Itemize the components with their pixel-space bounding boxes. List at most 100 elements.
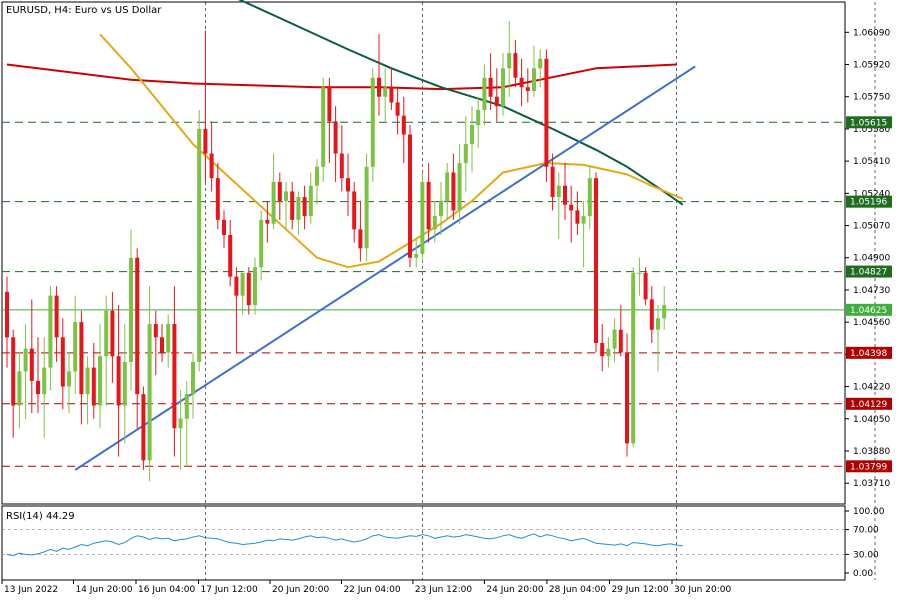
candle-body-6	[42, 367, 47, 395]
candle-body-25	[160, 337, 164, 353]
level-badge-label-0: 1.05615	[850, 118, 887, 128]
level-badge-label-4: 1.04398	[850, 349, 887, 359]
moving-average-2	[99, 33, 684, 269]
candle-body-4	[29, 348, 34, 381]
candle-body-104	[649, 299, 654, 330]
trendline-segment	[74, 65, 696, 471]
candle-body-69	[432, 216, 437, 230]
candle-body-52	[327, 87, 332, 122]
price-tick-label-1: 1.05920	[853, 61, 890, 71]
candle-body-34	[215, 178, 220, 220]
price-tick-label-11: 1.04220	[853, 383, 890, 393]
candle-body-40	[253, 267, 257, 306]
time-tick-label-9: 29 Jun 12:00	[611, 585, 668, 595]
candle-body-71	[445, 172, 450, 201]
price-axis: 1.06090 1.05920 1.05750 1.05580 1.05410 1.052…	[845, 28, 890, 489]
price-tick-label-8: 1.04730	[853, 286, 890, 296]
candle-body-94	[587, 178, 592, 217]
price-tick-label-6: 1.05070	[853, 222, 890, 232]
candle-body-62	[389, 87, 394, 103]
candle-body-95	[594, 178, 598, 343]
candle-body-27	[172, 324, 177, 429]
candlesticks	[5, 20, 667, 482]
price-tick-label-7: 1.04900	[853, 254, 890, 264]
candle-body-80	[501, 68, 505, 107]
candle-body-96	[600, 342, 605, 357]
candle-body-85	[532, 68, 536, 92]
level-badge-label-1: 1.05196	[850, 198, 887, 208]
candle-body-97	[606, 348, 611, 357]
time-tick-label-2: 16 Jun 04:00	[138, 585, 195, 595]
candle-body-15	[98, 356, 102, 406]
candle-body-41	[259, 219, 264, 268]
candle-body-91	[569, 204, 574, 211]
level-badge-6	[846, 460, 892, 473]
candle-body-1	[11, 337, 16, 406]
candle-body-16	[104, 310, 109, 357]
candle-body-38	[240, 272, 245, 296]
candle-body-73	[457, 163, 462, 211]
candle-body-75	[470, 125, 474, 145]
candle-body-59	[370, 77, 375, 167]
candle-body-100	[625, 352, 629, 444]
level-badge-label-6: 1.03799	[850, 462, 887, 472]
candle-body-35	[222, 219, 226, 236]
candle-body-36	[228, 235, 233, 277]
rsi-panel: 100.00 70.00 30.00 0.00	[2, 507, 885, 579]
candle-body-43	[271, 181, 276, 224]
price-tick-label-14: 1.03710	[853, 479, 890, 489]
level-badge-5	[846, 397, 892, 410]
time-tick-label-10: 30 Jun 20:00	[674, 585, 731, 595]
level-badge-label-5: 1.04129	[850, 400, 887, 410]
rsi-tick-label-2: 30.00	[853, 550, 879, 560]
candle-body-79	[494, 96, 499, 107]
candle-body-18	[116, 356, 121, 406]
rsi-tick-label-1: 70.00	[853, 526, 879, 536]
level-badge-0	[846, 116, 892, 129]
candle-body-26	[166, 324, 171, 353]
level-badge-label-3: 1.04625	[850, 306, 887, 316]
candle-body-2	[17, 371, 22, 406]
candle-body-90	[563, 185, 567, 205]
candle-body-21	[135, 257, 140, 395]
candle-body-10	[67, 371, 71, 387]
candle-body-20	[129, 257, 133, 362]
candle-body-98	[612, 329, 617, 349]
candle-body-31	[197, 128, 202, 362]
price-tick-label-4: 1.05410	[853, 157, 890, 167]
time-tick-label-6: 23 Jun 12:00	[415, 585, 472, 595]
candle-body-50	[315, 166, 319, 186]
candle-body-47	[296, 197, 301, 220]
candle-body-5	[36, 380, 40, 395]
candle-body-93	[581, 216, 586, 224]
time-tick-label-8: 28 Jun 04:00	[549, 585, 606, 595]
candle-body-24	[153, 324, 158, 338]
candle-body-63	[395, 102, 400, 116]
time-tick-label-5: 22 Jun 04:00	[343, 585, 400, 595]
candle-body-60	[377, 77, 381, 97]
candle-body-101	[631, 272, 636, 444]
rsi-plot-frame	[1, 505, 846, 581]
level-lines	[2, 121, 845, 467]
level-badge-4	[846, 346, 892, 359]
candle-body-78	[488, 77, 493, 97]
rsi-tick-label-3: 0.00	[853, 569, 873, 579]
candle-body-19	[122, 361, 127, 406]
candle-body-84	[525, 87, 530, 92]
candle-body-92	[575, 210, 580, 224]
candle-body-22	[141, 394, 146, 461]
candle-body-76	[476, 109, 481, 126]
candle-body-82	[513, 53, 518, 78]
candle-body-46	[290, 191, 295, 220]
level-badge-label-2: 1.04827	[850, 268, 887, 278]
candle-body-58	[364, 166, 369, 249]
candle-body-99	[618, 329, 623, 353]
time-tick-label-0: 13 Jun 2022	[4, 585, 58, 595]
price-tick-label-2: 1.05750	[853, 93, 890, 103]
candle-body-105	[656, 318, 660, 330]
candle-body-86	[538, 58, 543, 69]
candle-body-81	[507, 53, 512, 69]
candle-body-67	[420, 181, 425, 254]
candle-body-11	[73, 322, 78, 372]
candle-body-72	[451, 172, 456, 211]
